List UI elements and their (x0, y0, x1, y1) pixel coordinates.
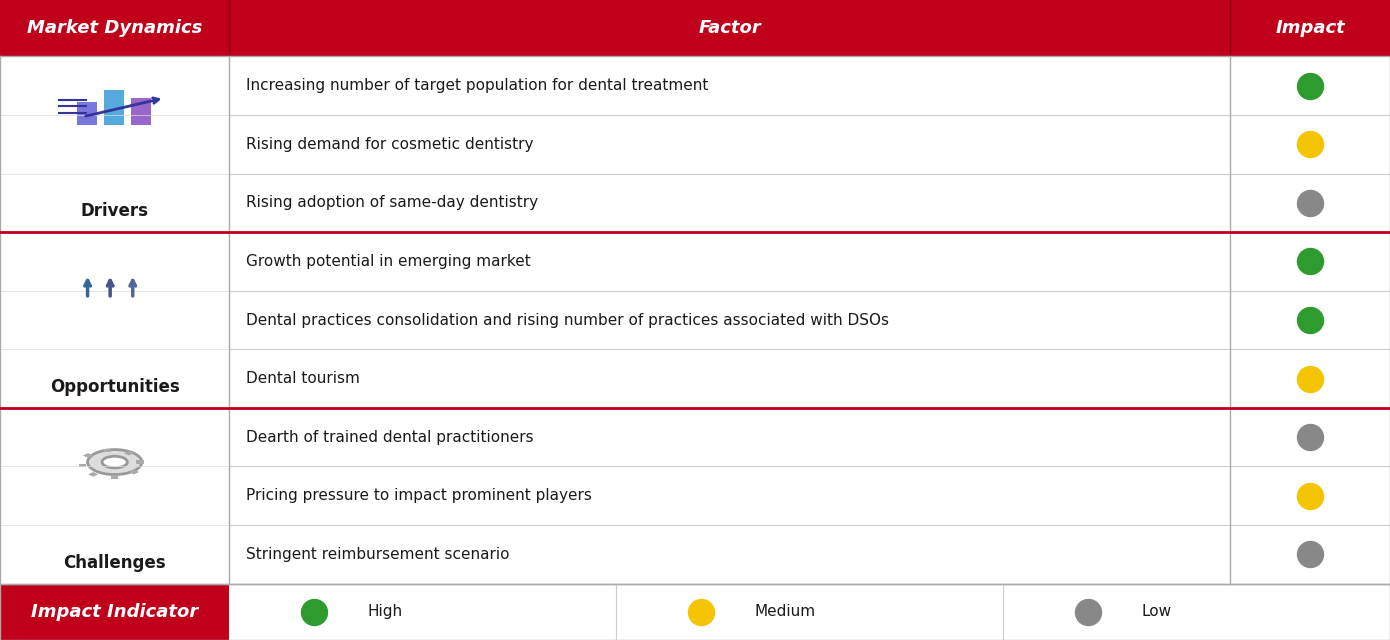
Text: Drivers: Drivers (81, 202, 149, 220)
Bar (111, 476, 118, 479)
Text: Medium: Medium (755, 604, 816, 620)
Text: Increasing number of target population for dental treatment: Increasing number of target population f… (246, 78, 709, 93)
Bar (76, 102, 97, 125)
Bar (0, 173, 1390, 232)
Bar (104, 449, 111, 452)
Text: Challenges: Challenges (64, 554, 165, 572)
Text: Rising adoption of same-day dentistry: Rising adoption of same-day dentistry (246, 195, 538, 211)
Point (1298, 491, 1320, 501)
Text: Market Dynamics: Market Dynamics (26, 19, 203, 37)
Text: Impact Indicator: Impact Indicator (31, 603, 199, 621)
Bar (88, 472, 99, 477)
Point (1298, 256, 1320, 266)
Point (1298, 81, 1320, 91)
Text: Growth potential in emerging market: Growth potential in emerging market (246, 254, 531, 269)
Text: Impact: Impact (1275, 19, 1346, 37)
Bar (104, 90, 124, 125)
Bar (0, 0, 1390, 56)
Text: Pricing pressure to impact prominent players: Pricing pressure to impact prominent pla… (246, 488, 592, 503)
Bar (129, 470, 139, 474)
Point (1298, 549, 1320, 559)
Text: Low: Low (1141, 604, 1172, 620)
Text: High: High (367, 604, 403, 620)
Bar (0, 467, 1390, 525)
Point (303, 607, 325, 617)
Point (1298, 374, 1320, 384)
Circle shape (101, 456, 128, 468)
Bar (124, 451, 133, 456)
Text: Dental tourism: Dental tourism (246, 371, 360, 386)
Point (1298, 315, 1320, 325)
Bar (131, 98, 152, 125)
Bar (229, 584, 1390, 640)
Bar (0, 584, 229, 640)
Point (1298, 432, 1320, 442)
Text: Stringent reimbursement scenario: Stringent reimbursement scenario (246, 547, 510, 562)
Point (1077, 607, 1099, 617)
Bar (136, 460, 143, 464)
Text: Dental practices consolidation and rising number of practices associated with DS: Dental practices consolidation and risin… (246, 312, 890, 328)
Bar (0, 56, 1390, 115)
Bar (0, 408, 1390, 467)
Point (691, 607, 713, 617)
Bar (78, 464, 86, 467)
Text: Factor: Factor (698, 19, 762, 37)
Bar (0, 115, 1390, 173)
Text: Opportunities: Opportunities (50, 378, 179, 396)
Bar (0, 349, 1390, 408)
Bar (0, 525, 1390, 584)
Text: Rising demand for cosmetic dentistry: Rising demand for cosmetic dentistry (246, 137, 534, 152)
Point (1298, 139, 1320, 149)
Bar (0, 232, 1390, 291)
Bar (0, 291, 1390, 349)
Point (1298, 198, 1320, 208)
Circle shape (88, 449, 142, 474)
Bar (83, 453, 93, 458)
Text: Dearth of trained dental practitioners: Dearth of trained dental practitioners (246, 429, 534, 445)
